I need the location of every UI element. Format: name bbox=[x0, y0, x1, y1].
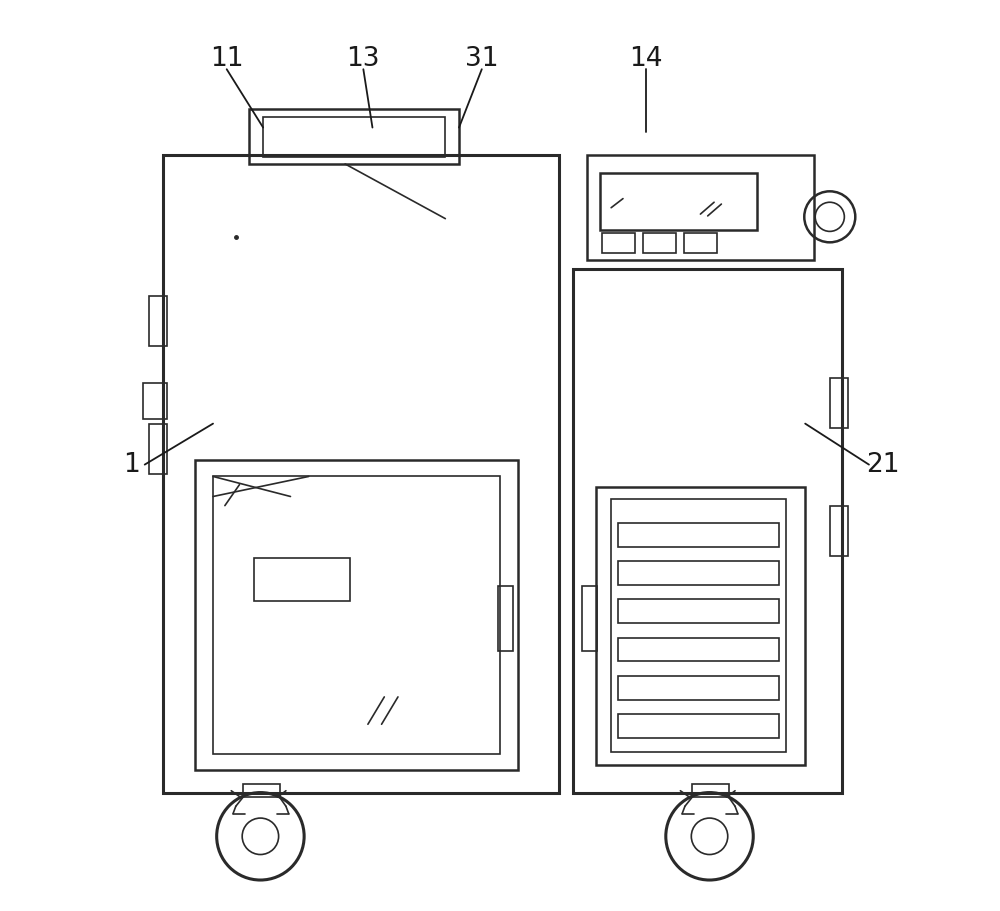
Text: 13: 13 bbox=[347, 46, 380, 72]
Text: 11: 11 bbox=[210, 46, 243, 72]
Text: 21: 21 bbox=[866, 452, 899, 477]
Text: 1: 1 bbox=[123, 452, 139, 477]
Text: 14: 14 bbox=[629, 46, 663, 72]
Text: 31: 31 bbox=[465, 46, 499, 72]
